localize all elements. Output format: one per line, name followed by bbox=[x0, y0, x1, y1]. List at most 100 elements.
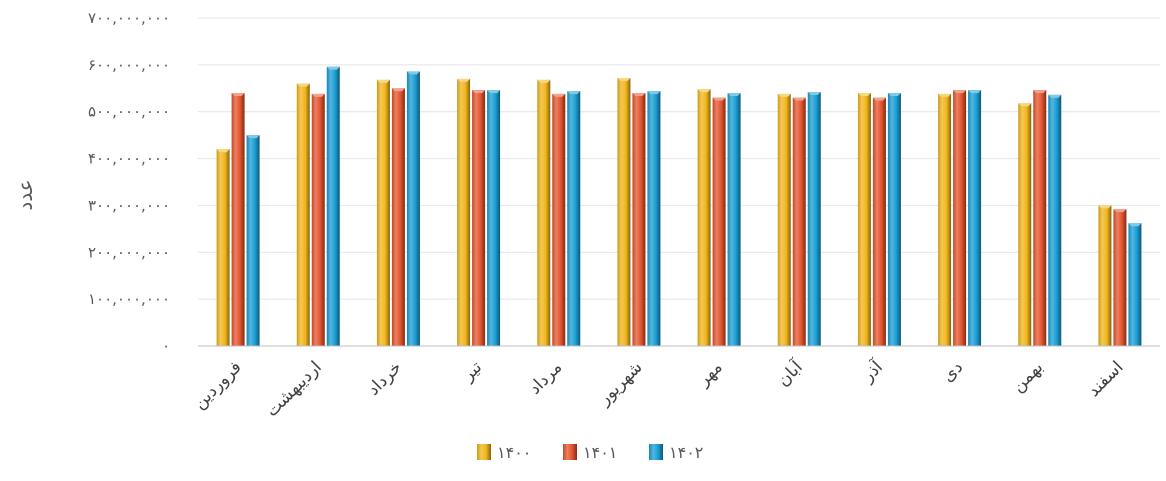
bars bbox=[216, 66, 1142, 347]
legend-item: ۱۴۰۱ bbox=[563, 443, 617, 462]
y-tick-label: ۱۰۰,۰۰۰,۰۰۰ bbox=[88, 290, 170, 308]
y-tick-label: ۲۰۰,۰۰۰,۰۰۰ bbox=[88, 243, 170, 261]
bar bbox=[712, 97, 726, 347]
bar-body bbox=[552, 93, 566, 346]
bar bbox=[792, 97, 806, 347]
legend-label: ۱۴۰۰ bbox=[497, 443, 531, 462]
y-axis-label: عدد bbox=[13, 179, 37, 210]
bar bbox=[231, 92, 245, 346]
bar-bevel bbox=[1033, 90, 1047, 94]
bar bbox=[617, 77, 631, 346]
bar-body bbox=[712, 97, 726, 347]
bar-body bbox=[697, 89, 711, 347]
bar-bevel bbox=[727, 92, 741, 96]
bar-body bbox=[311, 93, 325, 346]
y-axis-ticks: ۰ ۱۰۰,۰۰۰,۰۰۰ ۲۰۰,۰۰۰,۰۰۰ ۳۰۰,۰۰۰,۰۰۰ ۴۰۰,۰۰… bbox=[88, 9, 170, 355]
bar-body bbox=[537, 79, 551, 346]
bar-body bbox=[617, 77, 631, 346]
y-tick-label: ۳۰۰,۰۰۰,۰۰۰ bbox=[88, 196, 170, 214]
bar-body bbox=[1113, 209, 1127, 346]
bar-bevel bbox=[872, 97, 886, 101]
bar bbox=[1098, 205, 1112, 346]
x-tick-label: مرداد bbox=[525, 357, 566, 398]
bar-bevel bbox=[777, 93, 791, 97]
bar-body bbox=[953, 90, 967, 346]
bar bbox=[472, 90, 486, 346]
bar-bevel bbox=[938, 93, 952, 97]
bar-body bbox=[231, 92, 245, 346]
bar bbox=[311, 93, 325, 346]
bar-body bbox=[457, 78, 471, 347]
legend-item: ۱۴۰۲ bbox=[649, 443, 703, 462]
bar-bevel bbox=[376, 79, 390, 83]
bar-body bbox=[326, 66, 340, 346]
bar-body bbox=[246, 135, 260, 346]
bar-body bbox=[727, 92, 741, 346]
x-axis-ticks: فروردین اردیبهشت خرداد تیر مرداد شهریور مهر آبا… bbox=[190, 355, 1128, 421]
bar-bevel bbox=[246, 135, 260, 139]
bar-bevel bbox=[857, 92, 871, 96]
bar-body bbox=[376, 79, 390, 346]
legend: ۱۴۰۰ ۱۴۰۱ ۱۴۰۲ bbox=[477, 443, 703, 462]
bar-bevel bbox=[647, 91, 661, 95]
bar-body bbox=[938, 93, 952, 346]
bar bbox=[457, 78, 471, 347]
bar-bevel bbox=[487, 90, 501, 94]
bar-body bbox=[1018, 103, 1032, 346]
x-tick-label: مهر bbox=[693, 357, 726, 390]
bar bbox=[552, 93, 566, 346]
bar bbox=[632, 92, 646, 346]
bar-body bbox=[1033, 90, 1047, 346]
bar-bevel bbox=[472, 90, 486, 94]
bar-bevel bbox=[567, 91, 581, 95]
bar-bevel bbox=[537, 79, 551, 83]
x-tick-label: اردیبهشت bbox=[262, 357, 326, 421]
bar bbox=[968, 90, 982, 346]
bar-bevel bbox=[807, 92, 821, 96]
x-tick-label: آذر bbox=[856, 355, 888, 387]
bar bbox=[953, 90, 967, 346]
bar bbox=[807, 92, 821, 346]
bar-bevel bbox=[391, 88, 405, 92]
bar bbox=[887, 92, 901, 346]
x-tick-label: خرداد bbox=[364, 357, 406, 399]
bar bbox=[406, 71, 420, 346]
legend-swatch bbox=[563, 444, 577, 460]
bar bbox=[567, 91, 581, 347]
y-tick-label: ۵۰۰,۰۰۰,۰۰۰ bbox=[88, 103, 170, 121]
x-tick-label: دی bbox=[938, 357, 967, 386]
bar-body bbox=[1098, 205, 1112, 346]
bar-bevel bbox=[296, 83, 310, 87]
bar bbox=[391, 88, 405, 347]
x-tick-label: اسفند bbox=[1084, 357, 1128, 401]
bar bbox=[647, 91, 661, 347]
bar-body bbox=[296, 83, 310, 346]
bar-body bbox=[777, 93, 791, 346]
bar bbox=[727, 92, 741, 346]
x-tick-label: بهمن bbox=[1008, 357, 1047, 396]
bar-bevel bbox=[617, 77, 631, 81]
legend-swatch bbox=[649, 444, 663, 460]
bar bbox=[296, 83, 310, 346]
x-tick-label: فروردین bbox=[190, 357, 246, 413]
bar-bevel bbox=[311, 93, 325, 97]
bar-bevel bbox=[697, 89, 711, 93]
bar-bevel bbox=[1128, 223, 1142, 227]
bar-body bbox=[487, 90, 501, 346]
gridlines bbox=[198, 17, 1160, 300]
bar-bevel bbox=[887, 92, 901, 96]
bar bbox=[537, 79, 551, 346]
bar-bevel bbox=[457, 78, 471, 82]
bar-bevel bbox=[712, 97, 726, 101]
bar-bevel bbox=[792, 97, 806, 101]
y-tick-label: ۴۰۰,۰۰۰,۰۰۰ bbox=[88, 150, 170, 168]
bar bbox=[487, 90, 501, 346]
legend-item: ۱۴۰۰ bbox=[477, 443, 531, 462]
bar bbox=[246, 135, 260, 346]
bar-bevel bbox=[326, 66, 340, 70]
bar-body bbox=[632, 92, 646, 346]
bar-body bbox=[968, 90, 982, 346]
bar-body bbox=[857, 92, 871, 346]
